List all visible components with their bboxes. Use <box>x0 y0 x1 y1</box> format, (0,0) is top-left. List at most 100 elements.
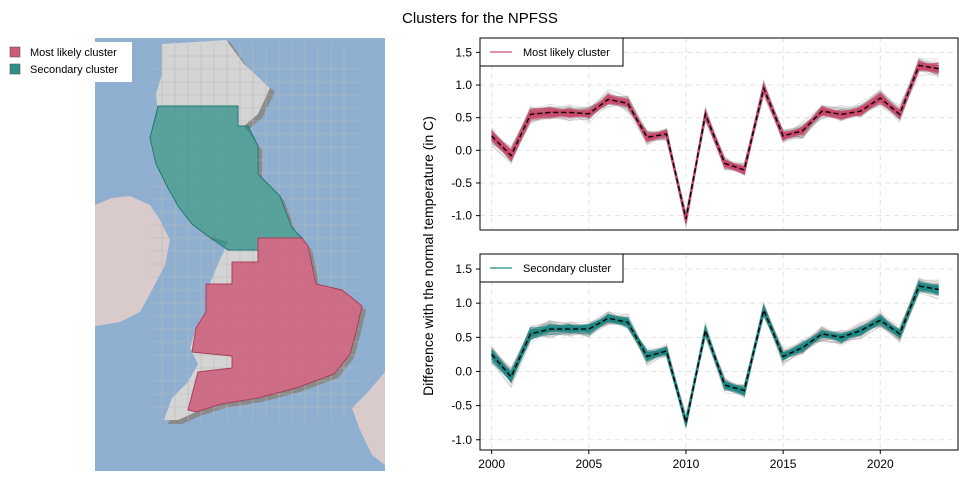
background-series-line <box>491 61 939 222</box>
cluster-series-line <box>491 65 939 219</box>
cluster-series-line <box>491 68 939 218</box>
background-series-line <box>491 62 939 224</box>
cluster-series-line <box>491 65 939 220</box>
background-series-line <box>491 62 939 219</box>
chart-legend-label: Secondary cluster <box>523 263 611 275</box>
background-series-line <box>491 66 939 216</box>
figure-title: Clusters for the NPFSS <box>402 10 558 27</box>
background-series-line <box>491 62 939 220</box>
cluster-series-line <box>491 67 939 218</box>
y-tick-label: 1.5 <box>455 262 472 276</box>
background-series-line <box>491 57 939 220</box>
cluster-series-line <box>491 65 939 221</box>
background-series-line <box>491 278 939 421</box>
cluster-series-line <box>491 67 939 222</box>
background-series-line <box>491 62 939 217</box>
cluster-series-line <box>491 286 939 424</box>
background-series-line <box>491 287 939 427</box>
background-series-line <box>491 68 939 227</box>
background-series-line <box>491 65 939 219</box>
map-legend-box <box>0 42 132 82</box>
cluster-series-line <box>491 65 939 221</box>
legend-swatch-most-likely <box>9 46 21 58</box>
background-series-line <box>491 287 939 425</box>
ireland-landmass <box>95 196 170 326</box>
background-series-line <box>491 60 939 220</box>
y-tick-label: 0.0 <box>455 143 472 157</box>
cluster-series-line <box>491 67 939 219</box>
background-series-line <box>491 62 939 215</box>
y-tick-label: 0.5 <box>455 111 472 125</box>
background-series-line <box>491 70 939 218</box>
y-tick-label: -1.0 <box>451 433 472 447</box>
background-series-line <box>491 63 939 222</box>
chart-legend-label: Most likely cluster <box>523 47 610 59</box>
cluster-series-line <box>491 63 939 219</box>
cluster-series-line <box>491 63 939 221</box>
y-tick-label: -1.0 <box>451 209 472 223</box>
europe-landmass <box>352 372 385 465</box>
background-series-line <box>491 64 939 228</box>
plot-frame <box>479 253 959 451</box>
cluster-series-line <box>491 65 939 219</box>
mean-series-line <box>491 285 939 423</box>
cluster-series-line <box>491 66 939 224</box>
cluster-series-line <box>491 64 939 219</box>
cluster-series-line <box>491 68 939 220</box>
cluster-series-line <box>491 67 939 223</box>
background-series-line <box>491 63 939 218</box>
cluster-series-line <box>491 64 939 221</box>
cluster-series-line <box>491 66 939 219</box>
cluster-series-line <box>491 63 939 219</box>
chart-legend: Most likely cluster <box>479 37 624 67</box>
cluster-series-line <box>491 284 939 422</box>
background-series-line <box>491 281 939 422</box>
most-likely-cluster-region <box>187 237 363 413</box>
cluster-series-line <box>491 287 939 423</box>
y-tick-label: 1.0 <box>455 296 472 310</box>
cluster-series-line <box>491 61 939 221</box>
background-series-line <box>491 291 939 419</box>
cluster-series-line <box>491 67 939 220</box>
background-series-line <box>491 291 939 427</box>
background-series-line <box>491 61 939 217</box>
background-series-line <box>491 280 939 420</box>
background-series-line <box>491 64 939 225</box>
cluster-series-line <box>491 64 939 221</box>
background-series-line <box>491 63 939 216</box>
background-series-line <box>491 292 939 421</box>
cluster-series-line <box>491 62 939 222</box>
background-series-line <box>491 280 939 416</box>
background-series-line <box>491 61 939 221</box>
cluster-series-line <box>491 65 939 221</box>
background-series-line <box>491 69 939 221</box>
background-series-line <box>491 67 939 224</box>
cluster-series-line <box>491 63 939 224</box>
background-series-line <box>491 278 939 423</box>
mean-series-line <box>491 64 939 220</box>
chart-legend: Secondary cluster <box>479 253 624 283</box>
y-tick-label: 0.0 <box>455 364 472 378</box>
cluster-series-line <box>491 67 939 219</box>
background-series-line <box>491 62 939 219</box>
background-series-line <box>491 62 939 221</box>
y-tick-label: 1.5 <box>455 45 472 59</box>
cluster-series-line <box>491 285 939 424</box>
background-series-line <box>491 68 939 217</box>
background-series-line <box>491 60 939 220</box>
background-series-line <box>491 64 939 219</box>
background-series-line <box>491 67 939 218</box>
cluster-series-line <box>491 63 939 219</box>
background-series-line <box>491 60 939 224</box>
cluster-series-line <box>491 65 939 222</box>
x-tick-label: 2015 <box>770 457 797 471</box>
x-tick-label: 2020 <box>867 457 894 471</box>
cluster-series-line <box>491 285 939 421</box>
x-tick-label: 2000 <box>478 457 505 471</box>
background-series-line <box>491 64 939 220</box>
background-series-line <box>491 64 939 218</box>
background-series-line <box>491 70 939 218</box>
background-series-line <box>491 64 939 219</box>
background-series-line <box>491 69 939 217</box>
cluster-series-line <box>491 67 939 221</box>
